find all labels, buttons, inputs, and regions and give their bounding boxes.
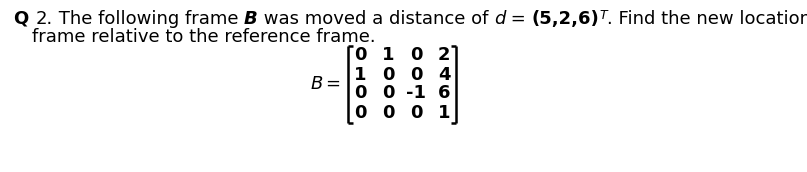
Text: B: B [244, 10, 257, 28]
Text: 0: 0 [410, 46, 422, 64]
Text: was moved a distance of: was moved a distance of [257, 10, 494, 28]
Text: 0: 0 [410, 104, 422, 121]
Text: 1: 1 [353, 66, 366, 83]
Text: 1: 1 [437, 104, 450, 121]
Text: 1: 1 [382, 46, 395, 64]
Text: 0: 0 [353, 46, 366, 64]
Text: T: T [600, 9, 607, 22]
Text: . Find the new location of the: . Find the new location of the [607, 10, 807, 28]
Text: (5,2,6): (5,2,6) [532, 10, 600, 28]
Text: -1: -1 [406, 84, 426, 103]
Text: 0: 0 [382, 104, 395, 121]
Text: The following frame: The following frame [52, 10, 244, 28]
Text: 0: 0 [410, 66, 422, 83]
Text: $B=$: $B=$ [310, 75, 341, 93]
Text: Q: Q [14, 10, 36, 28]
Text: frame relative to the reference frame.: frame relative to the reference frame. [32, 28, 375, 46]
Text: 0: 0 [353, 84, 366, 103]
Text: 6: 6 [437, 84, 450, 103]
Text: d: d [494, 10, 505, 28]
Text: 2: 2 [437, 46, 450, 64]
Text: 2.: 2. [36, 10, 52, 28]
Text: 0: 0 [382, 84, 395, 103]
Text: =: = [505, 10, 532, 28]
Text: 0: 0 [353, 104, 366, 121]
Text: 4: 4 [437, 66, 450, 83]
Text: 0: 0 [382, 66, 395, 83]
